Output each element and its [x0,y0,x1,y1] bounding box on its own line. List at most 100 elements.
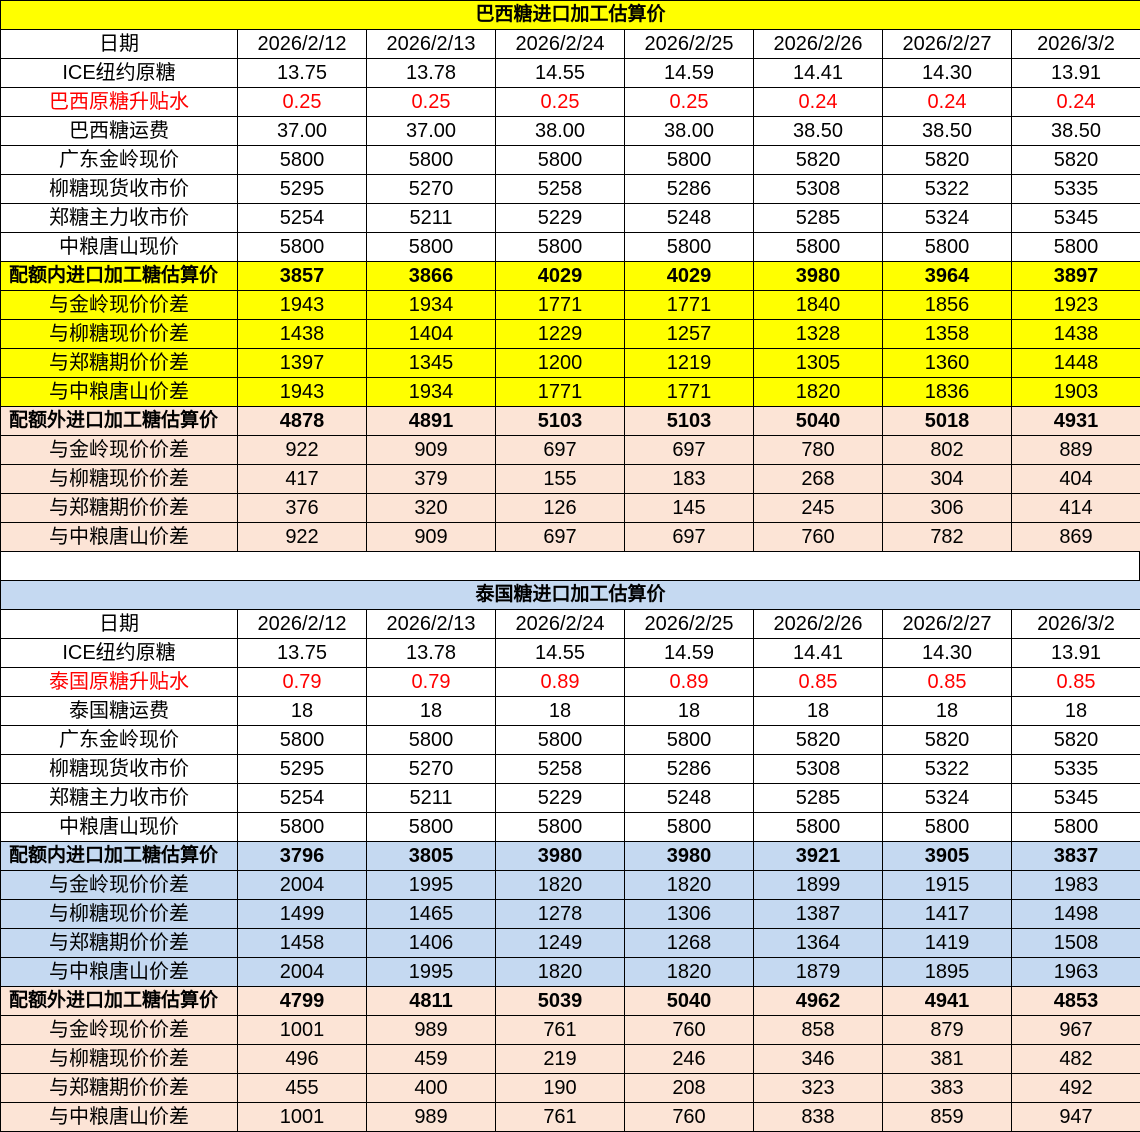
value-cell[interactable]: 1915 [882,870,1012,900]
value-cell[interactable]: 869 [1010,522,1140,552]
value-cell[interactable]: 5229 [495,783,625,813]
value-cell[interactable]: 38.00 [495,116,625,146]
value-cell[interactable]: 14.59 [624,638,754,668]
row-label-cell[interactable]: 泰国糖运费 [0,696,238,726]
value-cell[interactable]: 5285 [753,203,883,233]
value-cell[interactable]: 1438 [237,319,367,349]
value-cell[interactable]: 1983 [1010,870,1140,900]
value-cell[interactable]: 5800 [882,232,1012,262]
value-cell[interactable]: 14.41 [753,638,883,668]
value-cell[interactable]: 5286 [624,754,754,784]
value-cell[interactable]: 455 [237,1073,367,1103]
row-label-cell[interactable]: 巴西原糖升贴水 [0,87,238,117]
value-cell[interactable]: 5800 [495,232,625,262]
value-cell[interactable]: 5335 [1010,174,1140,204]
date-header-cell[interactable]: 2026/3/2 [1010,29,1140,59]
value-cell[interactable]: 379 [366,464,496,494]
value-cell[interactable]: 782 [882,522,1012,552]
value-cell[interactable]: 5018 [882,406,1012,436]
value-cell[interactable]: 1438 [1010,319,1140,349]
value-cell[interactable]: 5800 [495,812,625,842]
value-cell[interactable]: 1820 [495,957,625,987]
value-cell[interactable]: 0.89 [495,667,625,697]
value-cell[interactable]: 18 [753,696,883,726]
value-cell[interactable]: 3857 [237,261,367,291]
value-cell[interactable]: 5039 [495,986,625,1016]
value-cell[interactable]: 697 [624,435,754,465]
row-label-cell[interactable]: 与金岭现价价差 [0,1015,238,1045]
value-cell[interactable]: 1397 [237,348,367,378]
value-cell[interactable]: 0.25 [624,87,754,117]
value-cell[interactable]: 5270 [366,174,496,204]
value-cell[interactable]: 1249 [495,928,625,958]
value-cell[interactable]: 858 [753,1015,883,1045]
value-cell[interactable]: 5800 [495,725,625,755]
value-cell[interactable]: 1498 [1010,899,1140,929]
value-cell[interactable]: 414 [1010,493,1140,523]
value-cell[interactable]: 1001 [237,1015,367,1045]
value-cell[interactable]: 5335 [1010,754,1140,784]
value-cell[interactable]: 5103 [495,406,625,436]
date-header-cell[interactable]: 2026/2/13 [366,29,496,59]
row-label-cell[interactable]: ICE纽约原糖 [0,58,238,88]
date-header-cell[interactable]: 2026/3/2 [1010,609,1140,639]
value-cell[interactable]: 4853 [1010,986,1140,1016]
value-cell[interactable]: 1364 [753,928,883,958]
value-cell[interactable]: 459 [366,1044,496,1074]
value-cell[interactable]: 5800 [624,232,754,262]
value-cell[interactable]: 4941 [882,986,1012,1016]
value-cell[interactable]: 1943 [237,290,367,320]
value-cell[interactable]: 0.79 [366,667,496,697]
value-cell[interactable]: 5800 [237,812,367,842]
date-header-cell[interactable]: 2026/2/27 [882,609,1012,639]
value-cell[interactable]: 5248 [624,203,754,233]
value-cell[interactable]: 1840 [753,290,883,320]
value-cell[interactable]: 947 [1010,1102,1140,1132]
value-cell[interactable]: 13.75 [237,638,367,668]
value-cell[interactable]: 967 [1010,1015,1140,1045]
value-cell[interactable]: 1899 [753,870,883,900]
value-cell[interactable]: 219 [495,1044,625,1074]
value-cell[interactable]: 5800 [366,725,496,755]
value-cell[interactable]: 5322 [882,754,1012,784]
value-cell[interactable]: 5800 [753,232,883,262]
value-cell[interactable]: 18 [366,696,496,726]
value-cell[interactable]: 1820 [624,870,754,900]
date-header-cell[interactable]: 2026/2/24 [495,29,625,59]
value-cell[interactable]: 5800 [366,812,496,842]
value-cell[interactable]: 1387 [753,899,883,929]
date-header-cell[interactable]: 2026/2/24 [495,609,625,639]
row-label-cell[interactable]: 与郑糖期价价差 [0,1073,238,1103]
value-cell[interactable]: 5800 [1010,812,1140,842]
value-cell[interactable]: 0.85 [882,667,1012,697]
value-cell[interactable]: 1458 [237,928,367,958]
value-cell[interactable]: 320 [366,493,496,523]
row-label-cell[interactable]: 与中粮唐山价差 [0,377,238,407]
value-cell[interactable]: 838 [753,1102,883,1132]
value-cell[interactable]: 4878 [237,406,367,436]
value-cell[interactable]: 760 [624,1015,754,1045]
row-label-cell[interactable]: 巴西糖运费 [0,116,238,146]
value-cell[interactable]: 14.59 [624,58,754,88]
value-cell[interactable]: 4029 [624,261,754,291]
value-cell[interactable]: 5322 [882,174,1012,204]
value-cell[interactable]: 492 [1010,1073,1140,1103]
row-label-cell[interactable]: 中粮唐山现价 [0,232,238,262]
value-cell[interactable]: 989 [366,1102,496,1132]
value-cell[interactable]: 1499 [237,899,367,929]
value-cell[interactable]: 14.30 [882,58,1012,88]
value-cell[interactable]: 1229 [495,319,625,349]
value-cell[interactable]: 14.55 [495,638,625,668]
row-label-cell[interactable]: 配额内进口加工糖估算价 [0,261,238,291]
value-cell[interactable]: 0.25 [495,87,625,117]
row-label-cell[interactable]: 日期 [0,29,238,59]
row-label-cell[interactable]: 与中粮唐山价差 [0,957,238,987]
value-cell[interactable]: 1995 [366,957,496,987]
row-label-cell[interactable]: 与中粮唐山价差 [0,1102,238,1132]
value-cell[interactable]: 1328 [753,319,883,349]
value-cell[interactable]: 4811 [366,986,496,1016]
value-cell[interactable]: 3964 [882,261,1012,291]
value-cell[interactable]: 13.78 [366,58,496,88]
value-cell[interactable]: 1278 [495,899,625,929]
value-cell[interactable]: 400 [366,1073,496,1103]
